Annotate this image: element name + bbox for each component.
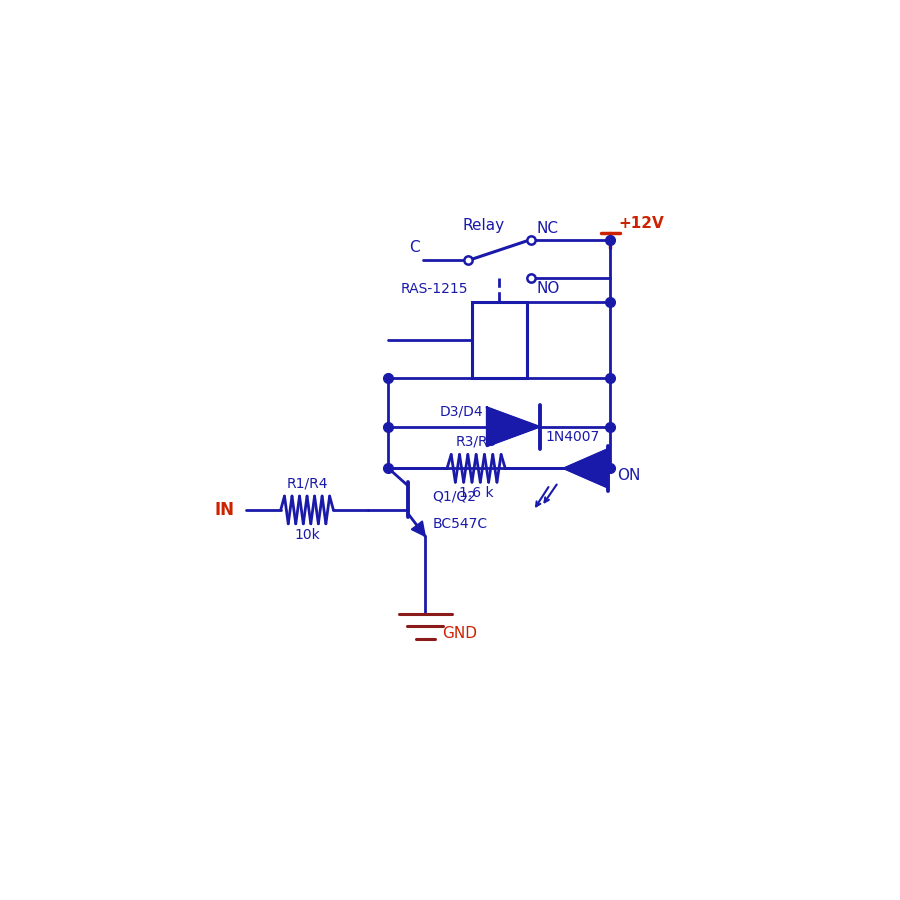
Text: ON: ON	[617, 468, 641, 482]
Polygon shape	[411, 521, 425, 536]
Text: C: C	[409, 240, 419, 255]
Text: NC: NC	[536, 221, 558, 236]
Text: Relay: Relay	[463, 218, 505, 233]
Polygon shape	[487, 408, 540, 446]
Polygon shape	[563, 449, 608, 488]
Text: BC547C: BC547C	[432, 517, 487, 531]
Text: +12V: +12V	[618, 216, 664, 230]
Text: R1/R4: R1/R4	[286, 476, 328, 491]
Text: IN: IN	[214, 501, 235, 519]
Bar	[472, 302, 527, 378]
Text: GND: GND	[443, 626, 478, 641]
Text: NO: NO	[536, 281, 560, 296]
Text: R3/R5: R3/R5	[455, 435, 497, 449]
Text: Q1/Q2: Q1/Q2	[432, 489, 476, 503]
Text: D3/D4: D3/D4	[440, 404, 483, 419]
Text: RAS-1215: RAS-1215	[400, 283, 468, 296]
Text: 10k: 10k	[294, 528, 320, 542]
Text: 1.6 k: 1.6 k	[459, 486, 493, 500]
Text: 1N4007: 1N4007	[545, 430, 599, 445]
